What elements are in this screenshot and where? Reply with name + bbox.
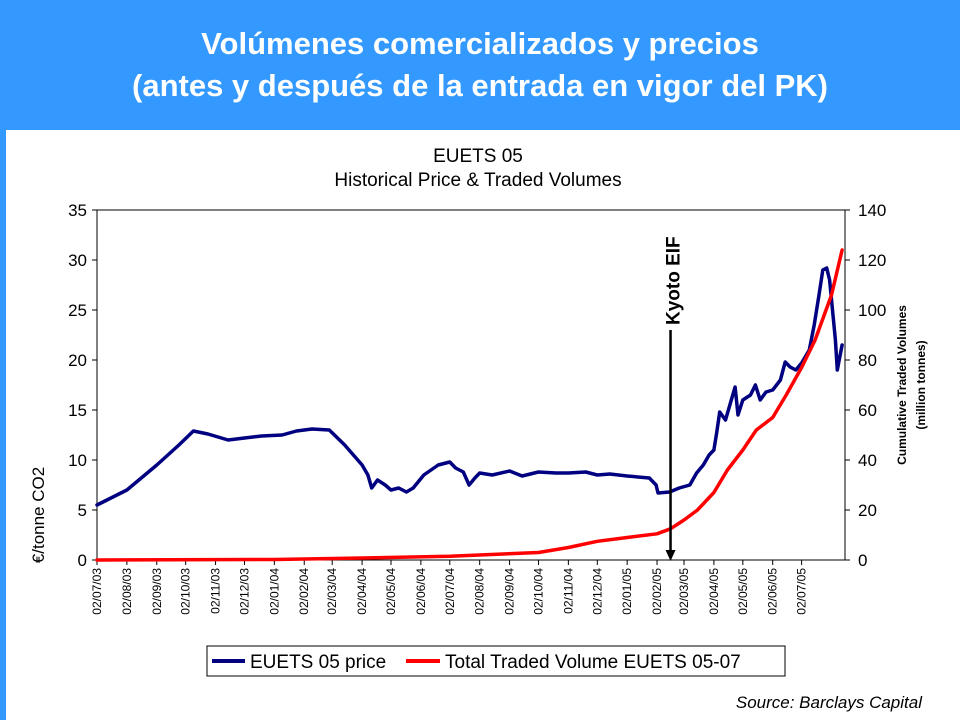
- x-tick-label: 02/04/04: [355, 568, 369, 615]
- y2-axis-label: Cumulative Traded Volumes: [895, 305, 909, 465]
- x-tick-label: 02/01/04: [267, 568, 281, 615]
- y2-tick-label: 120: [858, 251, 886, 270]
- price-volume-chart: EUETS 05 Historical Price & Traded Volum…: [29, 146, 928, 712]
- chart-subtitle: Historical Price & Traded Volumes: [334, 170, 621, 191]
- y2-tick-label: 20: [858, 501, 877, 520]
- y-tick-label: 30: [68, 251, 87, 270]
- y-tick-label: 25: [68, 301, 87, 320]
- x-tick-label: 02/06/05: [766, 568, 780, 615]
- y2-tick-label: 80: [858, 351, 877, 370]
- x-tick-label: 02/01/05: [620, 568, 634, 615]
- x-tick-label: 02/08/04: [473, 568, 487, 615]
- y-axis-label: €/tonne CO2: [29, 467, 48, 563]
- x-tick-label: 02/07/04: [443, 568, 457, 615]
- x-tick-label: 02/07/05: [795, 568, 809, 615]
- y-tick-label: 20: [68, 351, 87, 370]
- x-tick-label: 02/06/04: [414, 568, 428, 615]
- y-tick-label: 10: [68, 451, 87, 470]
- x-tick-label: 02/11/03: [209, 568, 223, 614]
- legend-label-price: EUETS 05 price: [250, 652, 386, 673]
- left-accent-bar: [0, 130, 6, 720]
- legend-label-volume: Total Traded Volume EUETS 05-07: [445, 652, 741, 673]
- chart-title: EUETS 05: [433, 146, 523, 167]
- y-tick-label: 35: [68, 201, 87, 220]
- x-tick-label: 02/04/05: [707, 568, 721, 615]
- series-volume-line: [95, 248, 844, 562]
- x-tick-label: 02/10/04: [531, 568, 545, 615]
- x-tick-label: 02/08/03: [120, 568, 134, 615]
- legend: EUETS 05 price Total Traded Volume EUETS…: [206, 645, 786, 677]
- x-tick-label: 02/10/03: [179, 568, 193, 615]
- x-tick-label: 02/02/04: [297, 568, 311, 615]
- annotation-arrow-head: [665, 550, 676, 561]
- y-tick-label: 5: [78, 501, 87, 520]
- x-tick-label: 02/11/04: [561, 568, 575, 614]
- series-price-line: [95, 266, 844, 507]
- y2-tick-label: 60: [858, 401, 877, 420]
- x-tick-label: 02/07/03: [90, 568, 104, 615]
- x-tick-label: 02/03/04: [325, 568, 339, 615]
- y-tick-label: 0: [78, 551, 87, 570]
- x-tick-label: 02/03/05: [677, 568, 691, 615]
- page-title-line2: (antes y después de la entrada en vigor …: [132, 68, 828, 103]
- x-tick-label: 02/05/04: [384, 568, 398, 615]
- title-banner: Volúmenes comercializados y precios (ant…: [0, 0, 960, 130]
- x-tick-label: 02/12/04: [590, 568, 604, 615]
- plot-frame: [96, 209, 846, 561]
- x-tick-label: 02/02/05: [650, 568, 664, 615]
- annotation-label: Kyoto EIF: [664, 236, 685, 325]
- y2-tick-label: 40: [858, 451, 877, 470]
- y2-tick-label: 0: [858, 551, 867, 570]
- page-title-line1: Volúmenes comercializados y precios: [201, 26, 759, 61]
- source-note: Source: Barclays Capital: [736, 693, 923, 712]
- y2-tick-label: 140: [858, 201, 886, 220]
- x-tick-label: 02/09/04: [503, 568, 517, 615]
- y-tick-label: 15: [68, 401, 87, 420]
- x-tick-label: 02/09/03: [150, 568, 164, 615]
- y2-tick-label: 100: [858, 301, 886, 320]
- x-tick-label: 02/05/05: [736, 568, 750, 615]
- y2-axis-sublabel: (million tonnes): [914, 340, 928, 429]
- x-tick-label: 02/12/03: [237, 568, 251, 615]
